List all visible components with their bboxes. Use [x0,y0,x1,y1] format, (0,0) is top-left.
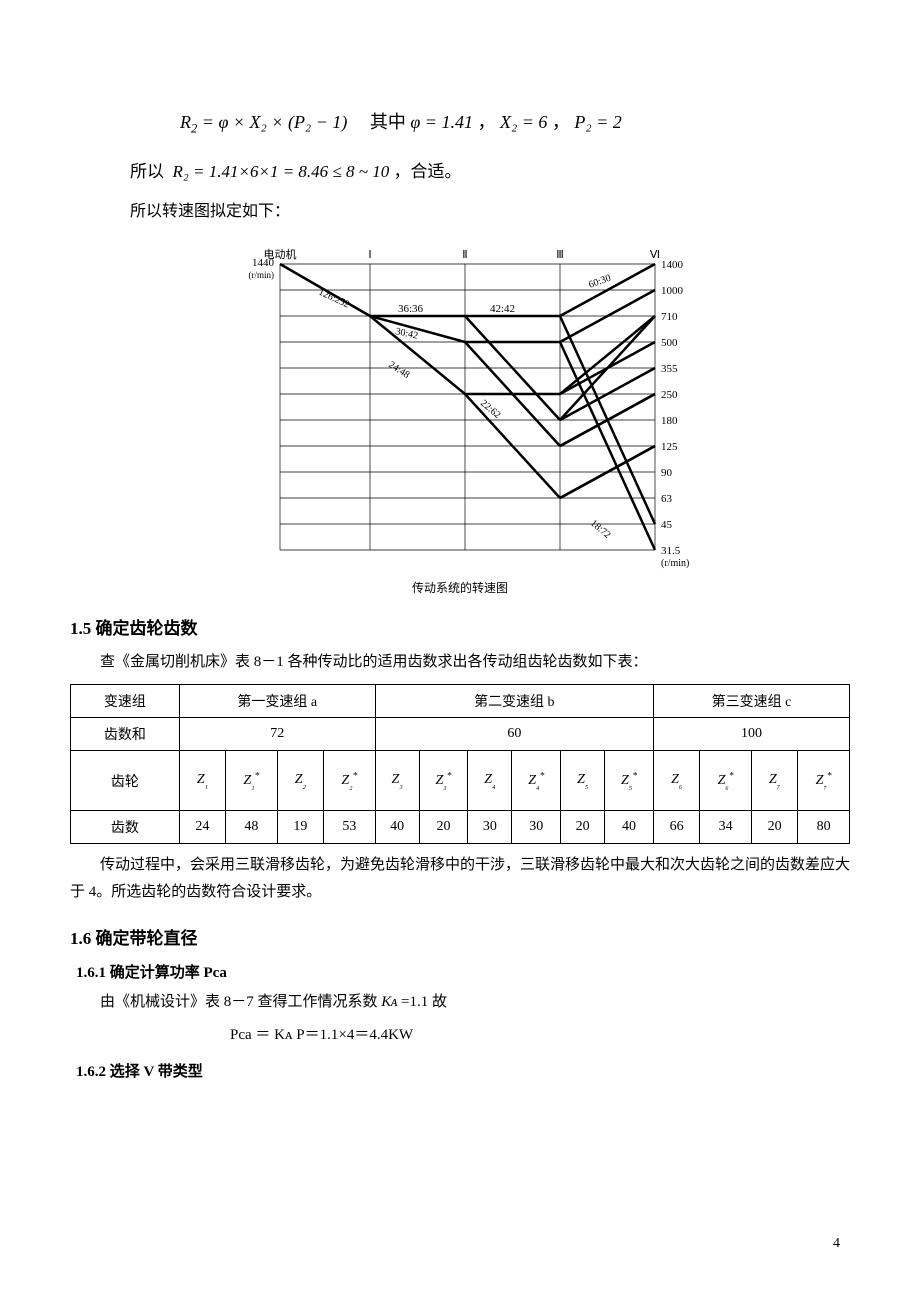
gear-value-cell: 20 [419,811,468,844]
para-1-6-1: 由《机械设计》表 8－7 查得工作情况系数 Kᴀ =1.1 故 [100,990,850,1011]
cell-sum-a: 72 [179,718,375,751]
heading-1-6-2: 1.6.2 选择 V 带类型 [76,1060,850,1081]
eq-where: 其中 [370,112,406,132]
svg-text:(r/min): (r/min) [661,558,689,569]
speed-diagram-svg: 电动机ⅠⅡⅢⅥ140010007105003552501801259063453… [230,244,690,570]
cell-group-label: 变速组 [71,685,180,718]
gear-value-cell: 24 [179,811,225,844]
cell-sum-c: 100 [653,718,849,751]
gear-value-cell: 34 [700,811,752,844]
eq-phi: φ = 1.41 [410,112,473,132]
pca-equation: Pca ＝ Kᴀ P＝1.1×4＝4.4KW [230,1023,850,1044]
gear-value-cell: 48 [226,811,278,844]
svg-text:Ⅲ: Ⅲ [556,249,564,261]
table-row-group: 变速组 第一变速组 a 第二变速组 b 第三变速组 c [71,685,850,718]
speed-diagram: 电动机ⅠⅡⅢⅥ140010007105003552501801259063453… [70,244,850,596]
svg-text:Ⅱ: Ⅱ [462,249,467,261]
cell-gear-label: 齿轮 [71,751,180,811]
svg-text:180: 180 [661,415,678,427]
svg-text:1400: 1400 [661,259,684,271]
eq-r2: R2 [180,112,197,132]
gear-value-cell: 80 [798,811,850,844]
svg-text:18:72: 18:72 [588,518,613,541]
svg-text:90: 90 [661,467,673,479]
gear-symbol-cell: Z₁* [226,751,278,811]
gear-symbol-cell: Z₆ [653,751,699,811]
gear-value-cell: 66 [653,811,699,844]
gear-value-cell: 30 [512,811,561,844]
gear-value-cell: 53 [324,811,376,844]
svg-text:125: 125 [661,441,678,453]
cell-sum-b: 60 [375,718,653,751]
gear-value-cell: 30 [468,811,512,844]
gear-symbol-cell: Z₄* [512,751,561,811]
svg-text:Ⅰ: Ⅰ [368,249,371,261]
gear-value-cell: 20 [561,811,605,844]
svg-text:22:62: 22:62 [478,398,503,421]
gear-value-cell: 20 [751,811,797,844]
svg-text:250: 250 [661,389,678,401]
heading-1-6: 1.6 确定带轮直径 [70,924,850,949]
equation-r2-def: R2 = φ × X₂ × (P₂ − 1) 其中 φ = 1.41 ， X₂ … [180,108,850,137]
svg-text:31.5: 31.5 [661,545,681,557]
cell-group-a: 第一变速组 a [179,685,375,718]
gear-symbol-cell: Z₅ [561,751,605,811]
para-after-table: 传动过程中，会采用三联滑移齿轮，为避免齿轮滑移中的干涉，三联滑移齿轮中最大和次大… [70,852,850,906]
cell-group-b: 第二变速组 b [375,685,653,718]
gear-symbol-cell: Z₆* [700,751,752,811]
speed-diagram-intro: 所以转速图拟定如下： [130,198,850,227]
note-1-5: 查《金属切削机床》表 8－1 各种传动比的适用齿数求出各传动组齿轮齿数如下表： [70,649,850,676]
table-row-sum: 齿数和 72 60 100 [71,718,850,751]
gear-symbol-cell: Z₃* [419,751,468,811]
gear-symbol-cell: Z₂* [324,751,376,811]
chart-caption: 传动系统的转速图 [70,579,850,596]
equation-r2-eval: 所以 R₂ = 1.41×6×1 = 8.46 ≤ 8 ~ 10 ，合适。 [130,157,850,182]
gear-symbol-cell: Z₄ [468,751,512,811]
gear-symbol-cell: Z₃ [375,751,419,811]
svg-text:500: 500 [661,337,678,349]
cell-count-label: 齿数 [71,811,180,844]
eq-p2: P₂ = 2 [574,112,621,132]
gear-symbol-cell: Z₇ [751,751,797,811]
gear-symbol-cell: Z₅* [605,751,654,811]
gear-table: 变速组 第一变速组 a 第二变速组 b 第三变速组 c 齿数和 72 60 10… [70,684,850,844]
svg-text:36:36: 36:36 [398,303,424,315]
eq-x2: X₂ = 6 [500,112,547,132]
gear-value-cell: 40 [605,811,654,844]
svg-text:42:42: 42:42 [490,303,515,315]
svg-text:(r/min): (r/min) [249,270,275,280]
page-number: 4 [833,1236,840,1252]
gear-symbol-cell: Z₂ [277,751,323,811]
eq-r2-body: = φ × X₂ × (P₂ − 1) [202,112,348,132]
gear-symbol-cell: Z₁ [179,751,225,811]
ka-symbol: Kᴀ [381,994,397,1010]
svg-text:355: 355 [661,363,678,375]
cell-group-c: 第三变速组 c [653,685,849,718]
heading-1-5: 1.5 确定齿轮齿数 [70,614,850,639]
svg-text:45: 45 [661,519,673,531]
svg-text:Ⅵ: Ⅵ [650,249,660,261]
gear-symbol-cell: Z₇* [798,751,850,811]
svg-text:63: 63 [661,493,673,505]
cell-sum-label: 齿数和 [71,718,180,751]
heading-1-6-1: 1.6.1 确定计算功率 Pca [76,961,850,982]
svg-text:1000: 1000 [661,285,684,297]
table-row-gear-symbols: 齿轮 Z₁Z₁*Z₂Z₂*Z₃Z₃*Z₄Z₄*Z₅Z₅*Z₆Z₆*Z₇Z₇* [71,751,850,811]
svg-text:24:48: 24:48 [386,360,411,382]
gear-value-cell: 19 [277,811,323,844]
gear-value-cell: 40 [375,811,419,844]
table-row-gear-values: 齿数 2448195340203030204066342080 [71,811,850,844]
svg-text:710: 710 [661,311,678,323]
eq2-body: R₂ = 1.41×6×1 = 8.46 ≤ 8 ~ 10 [173,162,390,181]
svg-text:1440: 1440 [252,257,275,269]
